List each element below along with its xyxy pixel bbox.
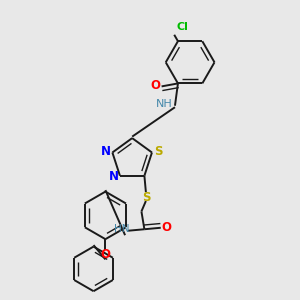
Text: N: N — [101, 145, 111, 158]
Text: O: O — [151, 79, 160, 92]
Text: Cl: Cl — [177, 22, 188, 32]
Text: HN: HN — [114, 224, 129, 234]
Text: NH: NH — [156, 99, 173, 109]
Text: O: O — [162, 221, 172, 234]
Text: S: S — [142, 191, 151, 204]
Text: N: N — [108, 170, 118, 183]
Text: O: O — [100, 248, 110, 261]
Text: S: S — [154, 145, 163, 158]
